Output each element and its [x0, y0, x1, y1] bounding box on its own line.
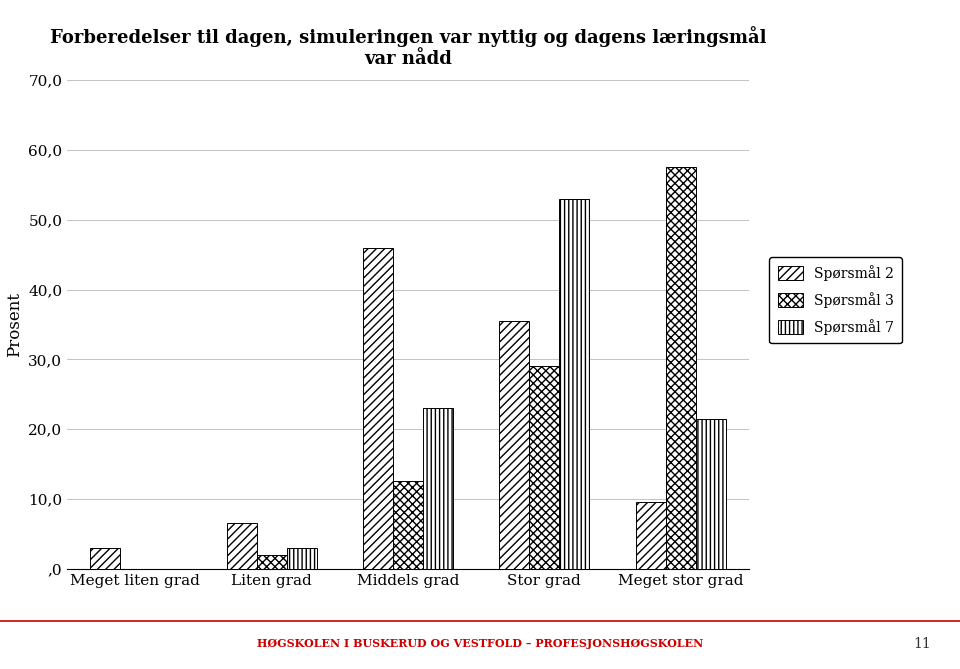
Bar	[393, 482, 423, 569]
Bar	[499, 321, 529, 569]
Y-axis label: Prosent: Prosent	[6, 292, 23, 357]
Text: 11: 11	[914, 637, 931, 650]
Bar	[287, 548, 317, 569]
Bar	[256, 555, 287, 569]
Bar	[227, 523, 256, 569]
Title: Forberedelser til dagen, simuleringen var nyttig og dagens læringsmål
var nådd: Forberedelser til dagen, simuleringen va…	[50, 26, 766, 68]
Bar	[423, 408, 453, 569]
Bar	[636, 502, 665, 569]
Bar	[363, 248, 393, 569]
Legend: Spørsmål 2, Spørsmål 3, Spørsmål 7: Spørsmål 2, Spørsmål 3, Spørsmål 7	[769, 257, 902, 343]
Text: HØGSKOLEN I BUSKERUD OG VESTFOLD – PROFESJONSHØGSKOLEN: HØGSKOLEN I BUSKERUD OG VESTFOLD – PROFE…	[257, 638, 703, 649]
Bar	[560, 199, 589, 569]
Bar	[696, 419, 726, 569]
Bar	[90, 548, 120, 569]
Bar	[529, 367, 560, 569]
Bar	[665, 167, 696, 569]
